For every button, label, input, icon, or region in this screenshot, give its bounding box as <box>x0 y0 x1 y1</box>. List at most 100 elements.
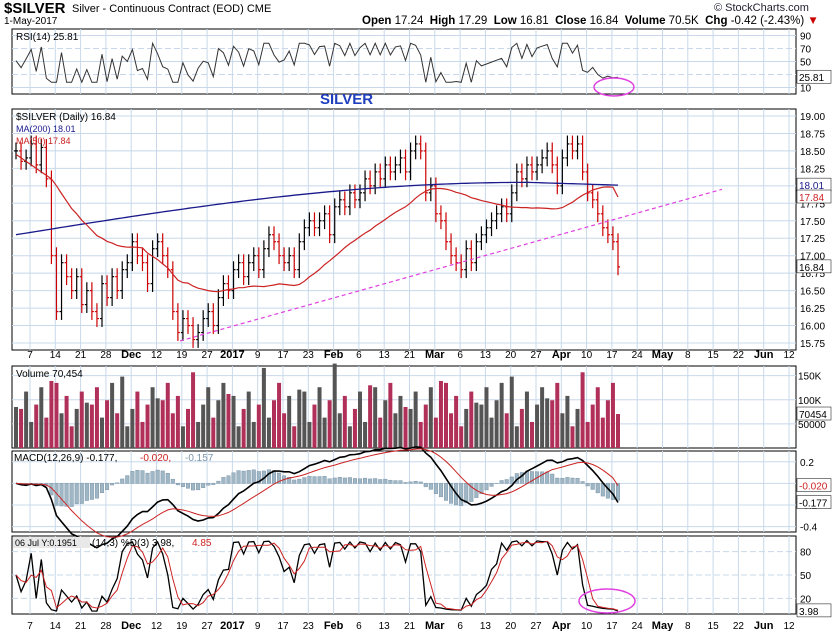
macd-histogram-bar <box>226 475 231 484</box>
macd-histogram-bar <box>105 483 110 490</box>
close-label: Close <box>555 15 587 27</box>
volume-bar <box>120 376 125 448</box>
macd-histogram-bar <box>408 481 413 484</box>
date-text: 1-May-2017 <box>4 16 58 27</box>
close-value-box: 16.84 <box>799 263 824 274</box>
stoch-value-box-bg <box>796 603 832 618</box>
stoch-tick-label: 50 <box>800 571 812 582</box>
silver-annotation: SILVER <box>320 91 373 108</box>
volume-bar <box>342 395 347 448</box>
ma200-line <box>15 181 619 236</box>
macd-value-box-bg <box>796 495 832 509</box>
x-tick-label: 6 <box>356 350 362 361</box>
macd-histogram-bar <box>479 483 484 494</box>
ohlc-readout: Open 17.24 High 17.29 Low 16.81 Close 16… <box>362 15 819 27</box>
volume-bar <box>565 395 570 448</box>
macd-histogram-bar <box>595 483 600 494</box>
volume-bar <box>317 387 322 448</box>
macd-histogram-bar <box>484 483 489 491</box>
macd-histogram-bar <box>140 470 145 484</box>
rsi-line <box>15 41 619 84</box>
volume-bar <box>322 417 327 448</box>
x-tick-label: 2017 <box>220 349 244 361</box>
volume-bar <box>29 421 34 448</box>
volume-bar <box>504 413 509 448</box>
close-value-box-bg <box>796 259 832 274</box>
volume-bar <box>610 382 615 448</box>
volume-bar <box>433 417 438 448</box>
volume-bar <box>261 367 266 448</box>
macd-histogram-bar <box>196 483 201 491</box>
volume-bar <box>236 426 241 448</box>
macd-histogram-bar <box>388 479 393 484</box>
open-label: Open <box>362 15 392 27</box>
x-tick-label: 21 <box>404 350 416 361</box>
volume-bar <box>489 417 494 448</box>
x-tick-label: 17 <box>277 621 289 631</box>
macd-histogram-bar <box>337 477 342 484</box>
volume-value: 70.5K <box>668 15 699 27</box>
volume-bar <box>312 404 317 448</box>
macd-histogram-bar <box>236 470 241 484</box>
high-label: High <box>429 15 456 27</box>
volume-bar <box>59 413 64 448</box>
price-tick-label: 17.75 <box>800 199 825 210</box>
x-tick-label: 17 <box>277 350 289 361</box>
volume-bar <box>494 400 499 448</box>
volume-bar <box>226 393 231 448</box>
price-tick-label: 15.75 <box>800 339 825 350</box>
x-tick-label: 10 <box>581 621 593 631</box>
volume-bar <box>383 400 388 448</box>
open-value: 17.24 <box>394 15 424 27</box>
volume-bar <box>327 400 332 448</box>
x-tick-label: 28 <box>100 621 112 631</box>
volume-bar <box>241 408 246 448</box>
macd-histogram-bar <box>418 481 423 484</box>
volume-value-box: 70454 <box>799 410 827 421</box>
volume-bar <box>130 408 135 448</box>
macd-histogram-bar <box>297 478 302 484</box>
volume-label: Volume <box>624 15 666 27</box>
x-tick-label: 21 <box>404 621 416 631</box>
macd-histogram-bar <box>160 470 165 484</box>
volume-bar <box>444 382 448 448</box>
macd-histogram-bar <box>489 483 494 487</box>
x-tick-label: 27 <box>202 350 214 361</box>
macd-histogram-bar <box>79 483 84 504</box>
macd-histogram-bar <box>201 483 206 488</box>
low-value: 16.81 <box>519 15 549 27</box>
macd-histogram-bar <box>459 483 464 506</box>
volume-bar <box>145 404 150 448</box>
volume-bar <box>125 426 130 448</box>
x-tick-label: 19 <box>176 621 188 631</box>
volume-bar <box>150 387 155 448</box>
volume-bar <box>140 421 145 448</box>
rsi-tick-label: 90 <box>800 32 812 43</box>
stoch-label-box <box>13 537 90 548</box>
macd-histogram-bar <box>555 477 560 484</box>
stoch-value-box: 3.98 <box>799 607 819 618</box>
low-label: Low <box>493 15 517 27</box>
macd-histogram-bar <box>317 476 322 484</box>
symbol-title: $SILVER <box>4 0 66 17</box>
macd-histogram-bar <box>266 469 271 484</box>
x-tick-label: 13 <box>480 621 492 631</box>
volume-bar <box>89 404 94 448</box>
volume-bar <box>368 385 373 448</box>
x-tick-label: 28 <box>100 350 112 361</box>
macd-histogram-bar <box>69 483 74 507</box>
volume-bar <box>100 417 104 448</box>
macd-histogram-bar <box>580 481 585 484</box>
x-tick-label: 2017 <box>220 620 244 631</box>
macd-histogram-bar <box>368 478 373 484</box>
macd-histogram-bar <box>251 469 256 484</box>
volume-bar <box>110 382 115 448</box>
volume-bar <box>74 408 79 448</box>
macd-histogram-bar <box>585 483 590 487</box>
stoch-tick-label: 20 <box>800 594 812 605</box>
x-tick-label: 24 <box>632 621 644 631</box>
x-tick-label: 27 <box>202 621 214 631</box>
x-tick-label: May <box>652 349 674 361</box>
volume-bar <box>251 421 256 448</box>
